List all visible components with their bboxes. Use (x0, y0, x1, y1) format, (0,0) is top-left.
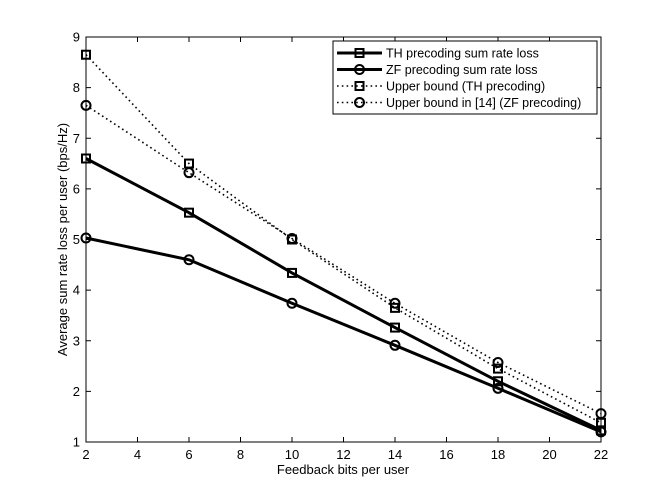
x-tick-label: 2 (82, 447, 89, 462)
square-marker (493, 363, 503, 374)
circle-marker (595, 408, 607, 420)
y-axis-title: Average sum rate loss per user (bps/Hz) (55, 123, 70, 356)
square-marker (81, 153, 91, 164)
legend-label: Upper bound in [14] (ZF precoding) (386, 96, 581, 110)
x-tick-label: 14 (388, 447, 402, 462)
circle-marker (354, 64, 365, 75)
legend-label: ZF precoding sum rate loss (386, 63, 537, 77)
x-tick-label: 8 (237, 447, 244, 462)
y-tick-label: 9 (73, 30, 80, 45)
x-tick-label: 12 (336, 447, 350, 462)
circle-marker (389, 339, 401, 351)
legend-label: TH precoding sum rate loss (386, 47, 539, 61)
y-tick-label: 3 (73, 333, 80, 348)
x-axis-title: Feedback bits per user (277, 462, 410, 477)
circle-marker (286, 297, 298, 309)
series-line (85, 54, 602, 424)
series-4 (80, 99, 607, 420)
y-tick-label: 1 (73, 435, 80, 450)
circle-marker (183, 167, 195, 179)
y-tick-label: 6 (73, 181, 80, 196)
circle-marker (354, 97, 365, 108)
y-tick-label: 7 (73, 131, 80, 146)
square-marker (390, 322, 400, 333)
x-tick-label: 4 (134, 447, 141, 462)
series-line (85, 236, 602, 434)
circle-marker (492, 382, 504, 394)
series-line (85, 157, 602, 432)
circle-marker (389, 297, 401, 309)
x-tick-label: 20 (542, 447, 556, 462)
x-tick-label: 22 (594, 447, 608, 462)
x-tick-label: 10 (285, 447, 299, 462)
square-marker (287, 267, 297, 278)
x-tick-label: 18 (491, 447, 505, 462)
legend-entry: TH precoding sum rate loss (337, 47, 539, 61)
square-marker (493, 376, 503, 387)
y-tick-label: 5 (73, 232, 80, 247)
legend-entry: Upper bound in [14] (ZF precoding) (337, 96, 581, 110)
circle-marker (80, 99, 92, 111)
square-marker (354, 48, 365, 58)
square-marker (390, 302, 400, 313)
y-tick-label: 4 (73, 283, 80, 298)
y-tick-label: 2 (73, 384, 80, 399)
circle-marker (80, 232, 92, 244)
y-tick-label: 8 (73, 80, 80, 95)
square-marker (184, 207, 194, 218)
x-tick-label: 16 (439, 447, 453, 462)
legend-label: Upper bound (TH precoding) (386, 80, 545, 94)
square-marker (81, 49, 91, 60)
square-marker (354, 81, 365, 91)
series-line (85, 104, 602, 415)
x-tick-label: 6 (185, 447, 192, 462)
legend-entry: Upper bound (TH precoding) (337, 80, 545, 94)
circle-marker (492, 357, 504, 369)
circle-marker (286, 232, 298, 244)
circle-marker (183, 254, 195, 266)
legend-entry: ZF precoding sum rate loss (337, 63, 537, 77)
series-layer (80, 49, 607, 438)
legend: TH precoding sum rate loss ZF precoding s… (332, 40, 598, 115)
